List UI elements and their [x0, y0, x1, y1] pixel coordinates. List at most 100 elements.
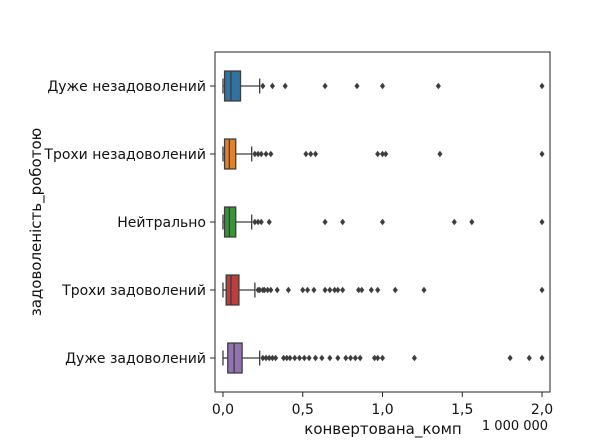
- outlier-point: [375, 150, 381, 158]
- outlier-point: [539, 354, 545, 362]
- outlier-point: [343, 354, 349, 362]
- iqr-box: [223, 70, 242, 102]
- outlier-point: [301, 354, 307, 362]
- outlier-point: [274, 286, 280, 294]
- outlier-point: [284, 354, 290, 362]
- outlier-point: [296, 354, 303, 362]
- outlier-point: [379, 82, 386, 90]
- box-group: [222, 70, 545, 102]
- outlier-point: [319, 354, 325, 362]
- outlier-point: [368, 286, 374, 294]
- outlier-point: [379, 354, 386, 362]
- outlier-point: [260, 354, 266, 362]
- outlier-point: [255, 150, 261, 158]
- outlier-point: [269, 82, 275, 90]
- outlier-point: [257, 286, 263, 294]
- outlier-point: [411, 354, 417, 362]
- x-tick-label: 1,0: [371, 402, 393, 418]
- outlier-point: [269, 354, 275, 362]
- outlier-point: [340, 218, 346, 226]
- outlier-point: [335, 354, 341, 362]
- x-tick-label: 2,0: [531, 402, 553, 418]
- x-axis-offset-label: 1 000 000: [482, 419, 548, 434]
- x-tick-labels: 0,0 0,5 1,0 1,5 2,0: [212, 392, 553, 418]
- outlier-point: [375, 354, 381, 362]
- outlier-point: [268, 286, 274, 294]
- outlier-point: [292, 354, 298, 362]
- box-group: [222, 274, 545, 306]
- outlier-point: [308, 150, 314, 158]
- outlier-point: [300, 286, 306, 294]
- outlier-point: [260, 82, 266, 90]
- x-axis-label: конвертована_комп: [304, 420, 461, 439]
- outlier-point: [539, 218, 545, 226]
- outlier-point: [287, 354, 293, 362]
- outlier-point: [539, 150, 545, 158]
- outlier-point: [303, 150, 309, 158]
- box-group: [222, 342, 545, 374]
- outlier-point: [282, 82, 288, 90]
- outlier-point: [285, 286, 291, 294]
- outlier-point: [539, 82, 545, 90]
- outlier-point: [437, 150, 443, 158]
- outlier-point: [311, 286, 317, 294]
- outlier-point: [322, 82, 328, 90]
- outlier-point: [327, 286, 333, 294]
- y-tick-label: Дуже незадоволений: [47, 79, 206, 95]
- box-group: [222, 206, 545, 238]
- outlier-point: [451, 218, 457, 226]
- outlier-point: [263, 354, 269, 362]
- iqr-box: [223, 206, 237, 238]
- outlier-point: [539, 286, 545, 294]
- outlier-point: [335, 286, 341, 294]
- iqr-box: [223, 138, 237, 170]
- outlier-point: [312, 354, 319, 362]
- y-tick-label: Дуже задоволений: [65, 351, 206, 367]
- outlier-point: [322, 218, 328, 226]
- outlier-point: [352, 354, 358, 362]
- x-tick-label: 1,5: [451, 402, 473, 418]
- outlier-point: [435, 82, 441, 90]
- outlier-point: [375, 286, 381, 294]
- outlier-point: [327, 354, 333, 362]
- box-group: [222, 138, 545, 170]
- x-tick-label: 0,5: [292, 402, 314, 418]
- outlier-point: [507, 354, 513, 362]
- outlier-point: [306, 354, 312, 362]
- outlier-point: [332, 286, 338, 294]
- y-tick-label: Нейтрально: [117, 215, 206, 231]
- y-tick-label: Трохи задоволений: [61, 283, 206, 299]
- outlier-point: [255, 218, 261, 226]
- iqr-box: [227, 342, 243, 374]
- outlier-point: [356, 286, 362, 294]
- outlier-point: [266, 218, 272, 226]
- outlier-point: [268, 150, 274, 158]
- outlier-point: [322, 286, 328, 294]
- iqr-box: [225, 274, 240, 306]
- outlier-point: [392, 286, 398, 294]
- outlier-point: [383, 150, 389, 158]
- outlier-point: [312, 150, 319, 158]
- outlier-point: [348, 354, 354, 362]
- outlier-point: [354, 82, 360, 90]
- x-tick-label: 0,0: [212, 402, 234, 418]
- outlier-point: [379, 150, 386, 158]
- outlier-point: [263, 150, 269, 158]
- outlier-point: [359, 286, 365, 294]
- y-axis-label: задоволеність_роботою: [27, 128, 46, 317]
- outlier-point: [526, 354, 532, 362]
- outlier-point: [281, 354, 287, 362]
- outlier-point: [261, 286, 268, 294]
- outlier-point: [252, 150, 258, 158]
- outlier-point: [371, 354, 378, 362]
- outlier-point: [265, 286, 271, 294]
- y-tick-labels: Дуже незадоволений Трохи незадоволений Ней…: [43, 79, 215, 367]
- outlier-point: [340, 286, 346, 294]
- outlier-point: [421, 286, 427, 294]
- y-tick-label: Трохи незадоволений: [43, 147, 206, 163]
- outlier-point: [258, 218, 264, 226]
- outlier-point: [266, 354, 272, 362]
- outlier-point: [273, 354, 279, 362]
- outlier-point: [252, 218, 258, 226]
